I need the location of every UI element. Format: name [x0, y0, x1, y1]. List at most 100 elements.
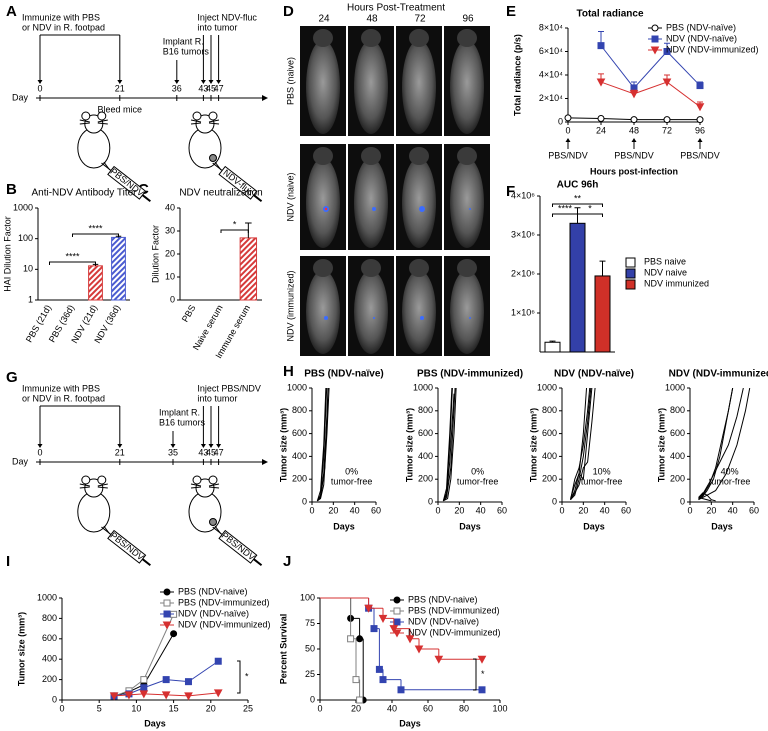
marker	[434, 655, 444, 664]
legend-label: PBS (NDV-immunized)	[178, 597, 270, 607]
series-line	[698, 388, 744, 499]
marker	[597, 42, 605, 50]
y-tick-label: 800	[292, 405, 307, 415]
y-axis-label: Tumor size (mm³)	[16, 612, 26, 686]
day-number: 21	[115, 83, 125, 93]
marker	[651, 35, 659, 43]
significance-label: ****	[558, 203, 573, 213]
arrow-label: PBS/NDV	[680, 150, 720, 160]
error-bar	[599, 260, 606, 276]
marker	[696, 116, 704, 124]
mouse-ear	[81, 111, 91, 121]
mouse-ear	[97, 111, 107, 121]
arrowhead	[208, 444, 214, 448]
marker	[352, 676, 360, 684]
marker	[163, 588, 171, 596]
marker	[364, 604, 373, 613]
legend-label: NDV (NDV-immunized)	[666, 44, 759, 54]
y-axis-label: Tumor size (mm³)	[656, 408, 666, 482]
marker	[477, 655, 487, 664]
arrow-label: PBS/NDV	[548, 150, 588, 160]
mouse-head	[313, 259, 333, 277]
mouse-cartoon: NDV-fluc	[188, 111, 263, 203]
y-tick-label: 50	[305, 643, 315, 653]
legend-label: NDV (NDV-immunized)	[408, 627, 501, 637]
mouse-head	[457, 147, 477, 165]
legend-label: PBS naive	[644, 256, 686, 266]
series-line	[113, 614, 175, 697]
x-tick-label: 40	[350, 505, 360, 515]
arrowhead	[216, 444, 222, 448]
mouse-ear	[192, 111, 202, 121]
mouse-ear	[97, 475, 107, 485]
y-tick-label: 1000	[665, 382, 685, 392]
y-tick-label: 400	[542, 451, 557, 461]
y-tick-label: 600	[670, 428, 685, 438]
legend-label: NDV (NDV-naïve)	[666, 33, 737, 43]
y-tick-label: 1000	[13, 202, 33, 212]
legend-swatch	[625, 268, 636, 279]
day-number: 0	[37, 447, 42, 457]
significance-label: *	[233, 219, 237, 229]
survival-step	[378, 628, 383, 670]
y-tick-label: 6×10⁴	[539, 46, 563, 56]
x-axis-label: Days	[459, 521, 481, 531]
bar	[239, 237, 258, 301]
legend-label: NDV immunized	[644, 278, 709, 288]
mouse-head	[409, 29, 429, 47]
mouse-ear	[208, 475, 218, 485]
y-tick-label: 20	[165, 248, 175, 258]
y-tick-label: 1000	[537, 382, 557, 392]
x-tick-label: 20	[578, 505, 588, 515]
marker	[109, 692, 119, 701]
chart-title: AUC 96h	[557, 180, 599, 191]
syringe-label: PBS/NDV	[108, 530, 145, 562]
marker	[163, 610, 171, 618]
y-tick-label: 800	[42, 613, 57, 623]
x-tick-label: 60	[497, 505, 507, 515]
arrowhead	[117, 444, 123, 448]
x-tick-label: 40	[387, 703, 397, 713]
y-tick-label: 400	[292, 451, 307, 461]
marker	[392, 629, 402, 638]
day-number: 43	[198, 83, 208, 93]
annotation: tumor-free	[331, 476, 373, 486]
marker	[170, 630, 178, 638]
chart-title: NDV neutralization	[179, 188, 262, 199]
signal-spot	[420, 316, 424, 320]
day-number: 0	[37, 83, 42, 93]
marker	[356, 635, 364, 643]
series-line	[698, 388, 734, 501]
y-tick-label: 4×10⁴	[539, 69, 563, 79]
panel-letter: I	[6, 553, 10, 570]
significance-bracket	[237, 660, 241, 694]
day-number: 43	[198, 447, 208, 457]
chart-title: Anti-NDV Antibody Titer	[31, 188, 137, 199]
signal-spot	[469, 208, 471, 210]
y-axis-label: Tumor size (mm³)	[404, 408, 414, 482]
marker	[695, 103, 705, 112]
x-tick-label: 100	[492, 703, 507, 713]
bar	[544, 341, 561, 353]
bar	[111, 236, 126, 301]
mouse-ear	[208, 111, 218, 121]
legend-label: PBS (NDV-immunized)	[408, 605, 500, 615]
series-line	[698, 496, 712, 502]
step-text: Implant R.	[159, 407, 200, 417]
marker	[124, 691, 134, 700]
mouse-silhouette	[306, 158, 340, 248]
day-number: 47	[214, 83, 224, 93]
signal-spot	[324, 316, 328, 320]
mouse-head	[361, 259, 381, 277]
signal-spot	[373, 317, 375, 319]
y-axis-label: HAI Dilution Factor	[2, 216, 12, 292]
significance-bracket	[552, 203, 603, 207]
y-tick-label: 600	[42, 633, 57, 643]
annotation: 0%	[471, 466, 484, 476]
step-text: or NDV in R. footpad	[22, 22, 105, 32]
legend-swatch	[625, 257, 636, 268]
marker	[393, 607, 401, 615]
arrowhead	[697, 138, 703, 142]
panel-letter: H	[283, 363, 294, 380]
